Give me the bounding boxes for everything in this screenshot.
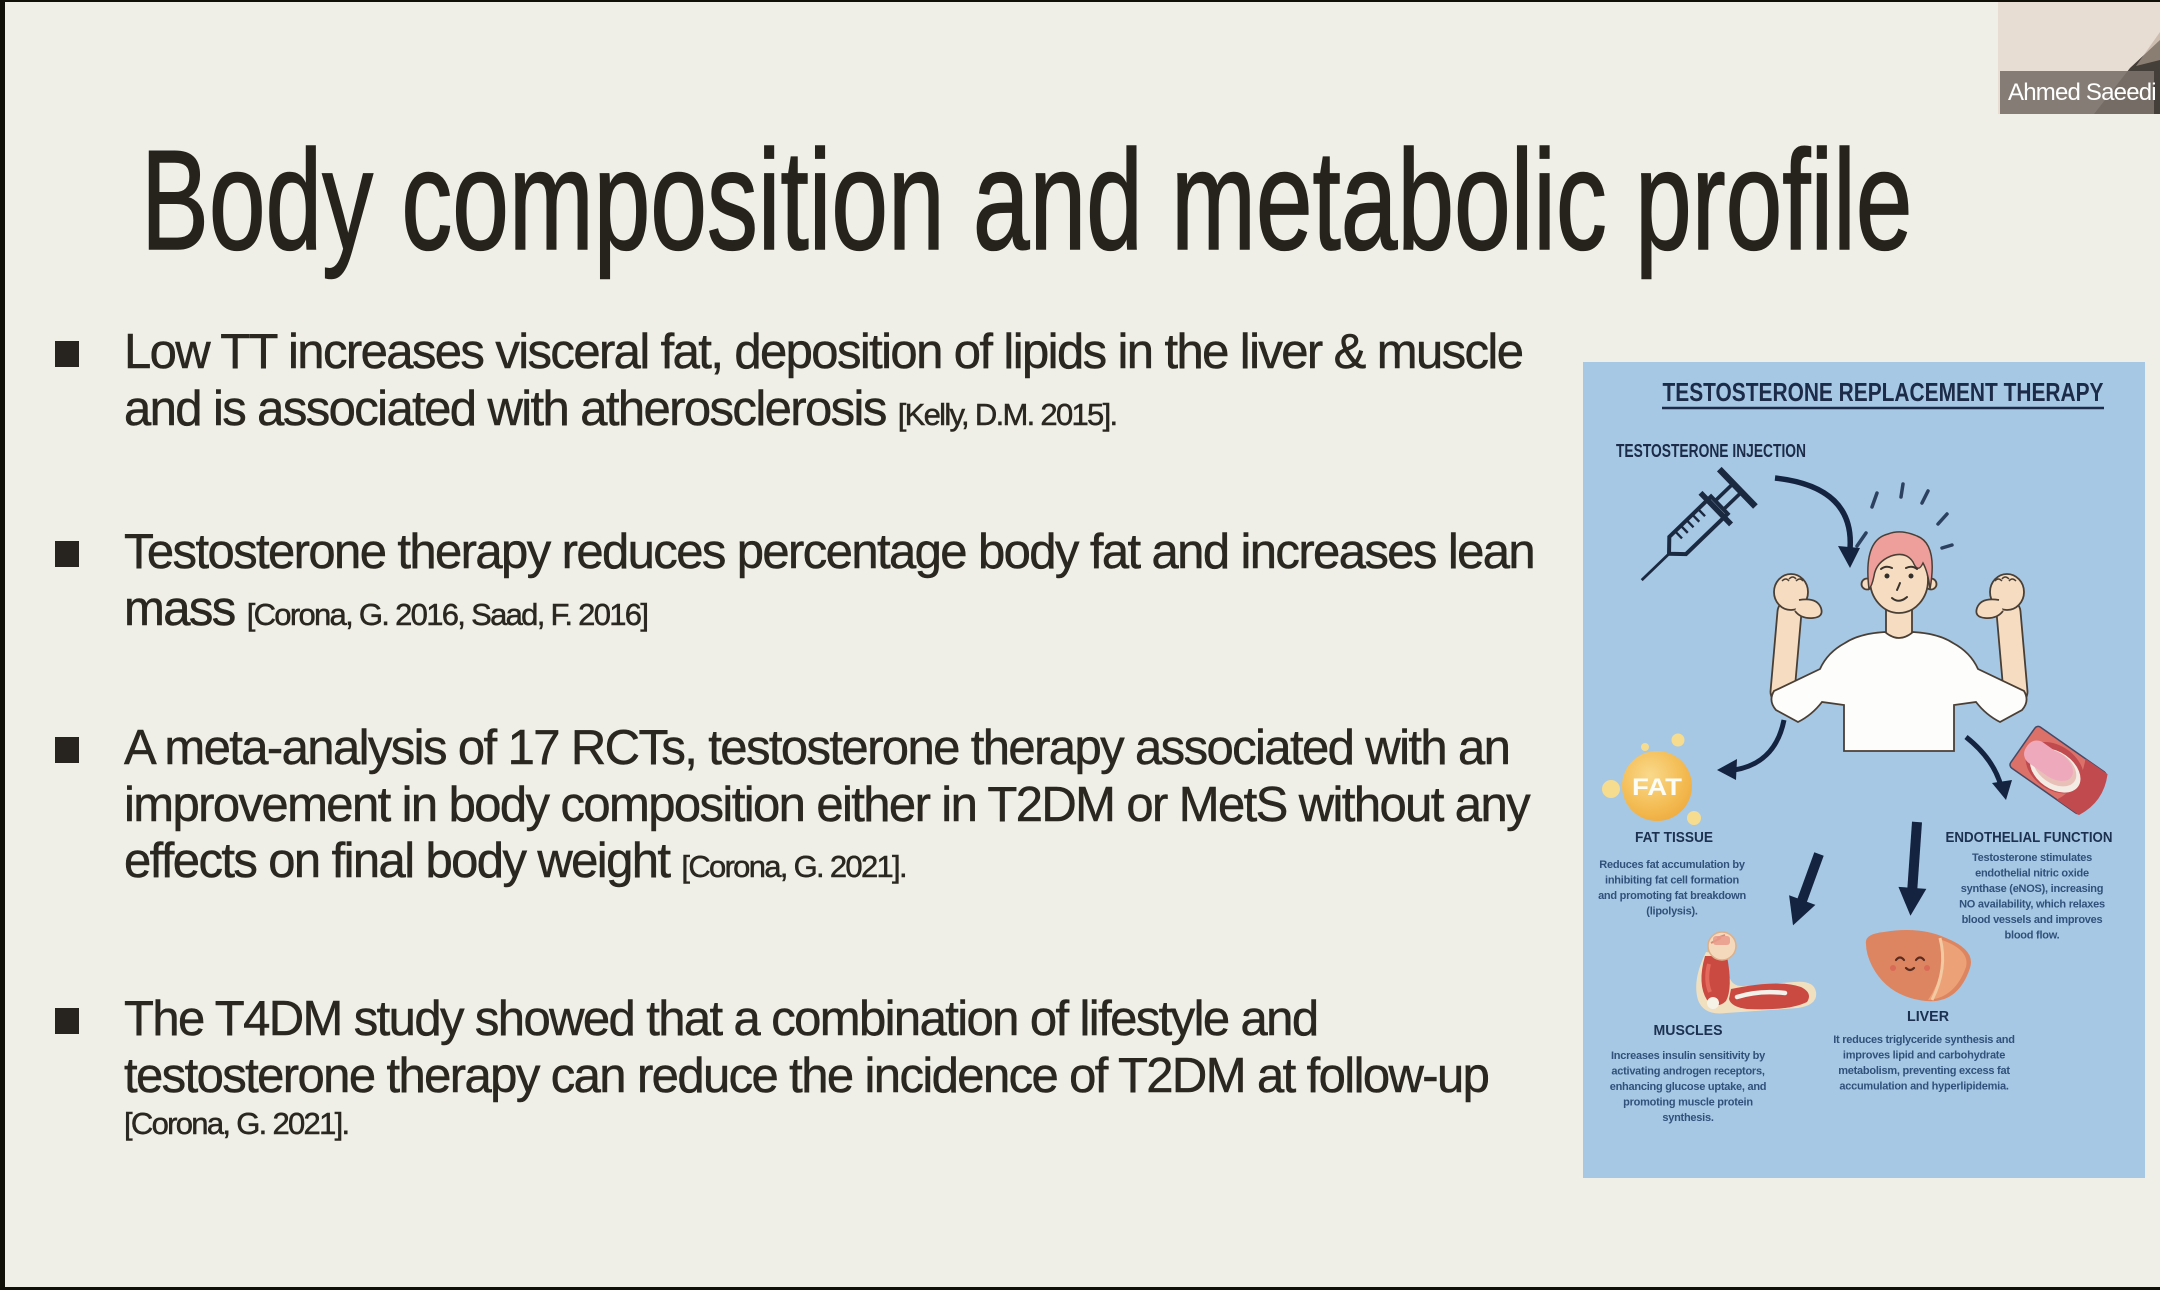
- svg-text:Reduces fat accumulation by: Reduces fat accumulation by: [1599, 859, 1746, 871]
- svg-text:It reduces triglyceride synthe: It reduces triglyceride synthesis and: [1833, 1034, 2015, 1046]
- svg-text:FAT TISSUE: FAT TISSUE: [1635, 830, 1713, 846]
- svg-text:improves lipid and carbohydrat: improves lipid and carbohydrate: [1843, 1050, 2005, 1062]
- svg-text:TESTOSTERONE INJECTION: TESTOSTERONE INJECTION: [1616, 441, 1806, 461]
- svg-text:MUSCLES: MUSCLES: [1654, 1023, 1723, 1039]
- svg-text:blood flow.: blood flow.: [2005, 930, 2060, 942]
- svg-text:TESTOSTERONE REPLACEMENT THERA: TESTOSTERONE REPLACEMENT THERAPY: [1663, 377, 2104, 407]
- svg-text:blood vessels and improves: blood vessels and improves: [1962, 914, 2103, 926]
- svg-text:synthase (eNOS), increasing: synthase (eNOS), increasing: [1961, 883, 2103, 895]
- svg-text:ENDOTHELIAL FUNCTION: ENDOTHELIAL FUNCTION: [1946, 830, 2113, 846]
- svg-text:LIVER: LIVER: [1907, 1009, 1950, 1025]
- svg-text:(lipolysis).: (lipolysis).: [1646, 906, 1698, 918]
- svg-text:activating androgen receptors,: activating androgen receptors,: [1611, 1066, 1764, 1078]
- svg-text:metabolism, preventing excess: metabolism, preventing excess fat: [1838, 1065, 2010, 1077]
- svg-text:FAT: FAT: [1632, 774, 1682, 801]
- svg-text:inhibiting fat cell formation: inhibiting fat cell formation: [1605, 875, 1739, 887]
- svg-text:Increases insulin sensitivity: Increases insulin sensitivity by: [1611, 1050, 1766, 1062]
- svg-text:NO availability, which relaxes: NO availability, which relaxes: [1959, 899, 2105, 911]
- svg-text:accumulation and hyperlipidemi: accumulation and hyperlipidemia.: [1839, 1081, 2008, 1093]
- svg-text:enhancing glucose uptake, and: enhancing glucose uptake, and: [1610, 1081, 1767, 1093]
- svg-text:and promoting fat breakdown: and promoting fat breakdown: [1598, 890, 1746, 902]
- svg-text:synthesis.: synthesis.: [1662, 1112, 1713, 1124]
- svg-text:endothelial nitric oxide: endothelial nitric oxide: [1975, 868, 2089, 880]
- svg-text:promoting muscle protein: promoting muscle protein: [1623, 1097, 1753, 1109]
- svg-text:Testosterone stimulates: Testosterone stimulates: [1972, 852, 2092, 864]
